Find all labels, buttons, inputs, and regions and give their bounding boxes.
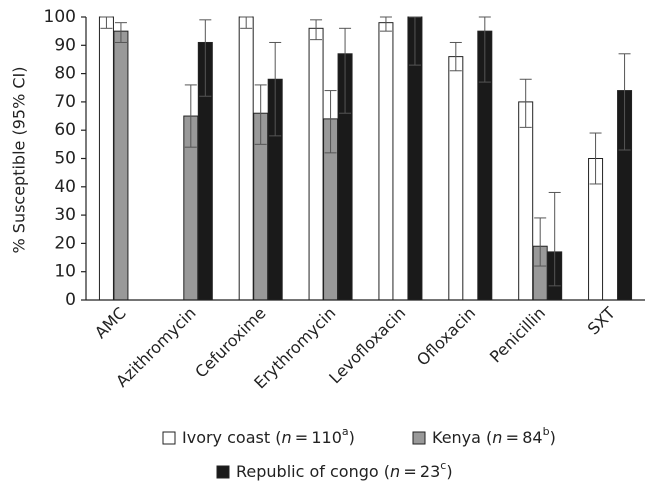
bar-ivory-coast [98,16,114,301]
bar-kenya [113,30,129,301]
error-bars [100,16,631,287]
bar-ivory-coast [238,16,254,301]
x-axis-categories: AMCAzithromycinCefuroximeErythromycinLev… [91,303,619,392]
y-axis-title: % Susceptible (95% CI) [10,67,29,254]
y-tick-label: 80 [54,64,76,84]
y-tick-label: 60 [54,120,76,140]
legend-label-kenya: Kenya (n = 84b) [432,425,556,447]
bar-ivory-coast [518,101,534,301]
y-tick-label: 90 [54,35,76,55]
legend-label-republic-of-congo: Republic of congo (n = 23c) [236,459,453,481]
x-category-label: Penicillin [486,303,549,366]
axes [85,17,645,301]
legend: Ivory coast (n = 110a) Kenya (n = 84b) Rep… [162,425,556,481]
y-tick-label: 50 [54,149,76,169]
x-category-label: Ofloxacin [413,303,479,369]
y-tick-label: 70 [54,92,76,112]
bar-ivory-coast [308,27,324,301]
x-category-label: SXT [584,303,619,338]
y-tick-label: 30 [54,205,76,225]
y-tick-label: 10 [54,262,76,282]
x-category-label: AMC [91,303,130,342]
legend-swatch-kenya [412,431,426,445]
y-tick-label: 20 [54,233,76,253]
bar-ivory-coast [378,22,394,301]
y-tick-label: 0 [65,290,76,310]
bars [98,16,633,301]
bar-ivory-coast [448,56,464,301]
x-category-label: Cefuroxime [191,303,269,381]
y-tick-label: 40 [54,177,76,197]
y-tick-label: 100 [44,7,76,27]
legend-label-ivory-coast: Ivory coast (n = 110a) [182,425,355,447]
y-axis-ticks: 0 10 20 30 40 50 60 70 80 90 100 [44,7,86,310]
legend-swatch-republic-of-congo [216,465,230,479]
y-axis-title-text: % Susceptible (95% CI) [10,67,29,254]
legend-swatch-ivory-coast [162,431,176,445]
